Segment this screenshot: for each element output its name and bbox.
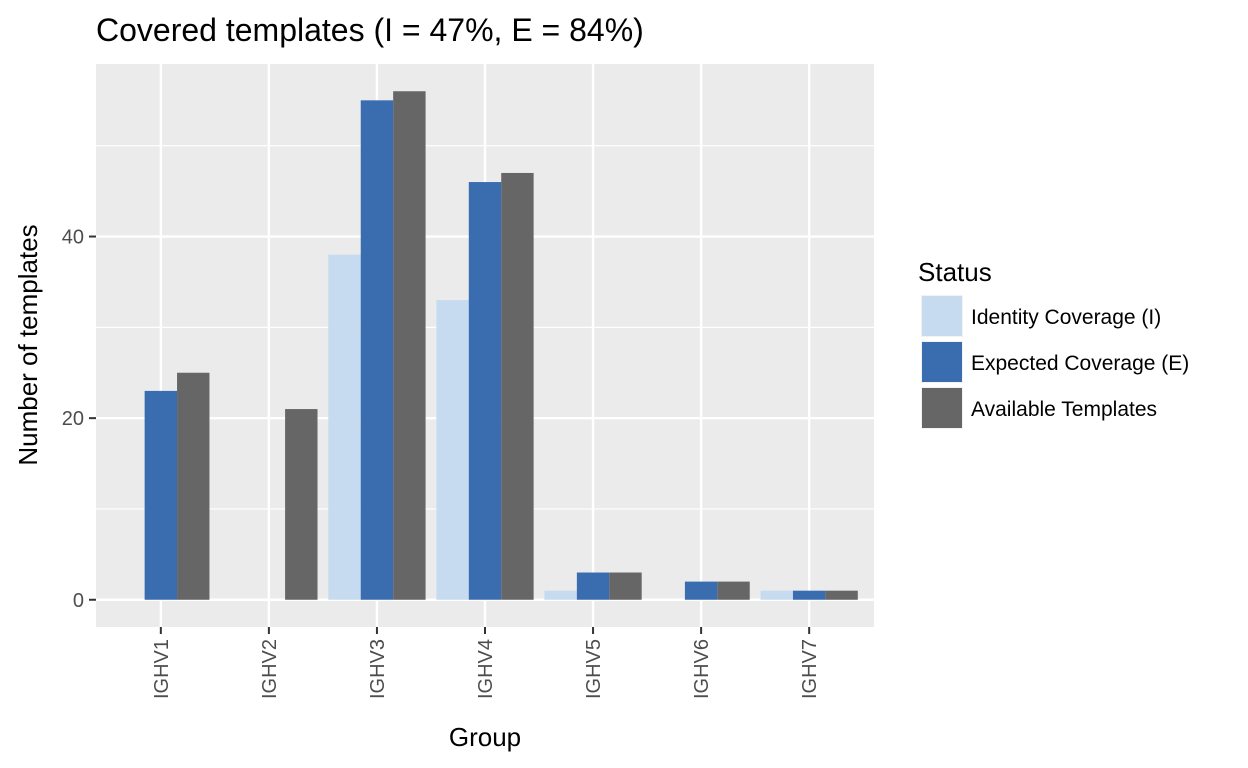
x-axis-title: Group	[449, 722, 521, 752]
bar	[684, 581, 718, 600]
bar	[825, 590, 858, 600]
bar	[576, 572, 610, 600]
x-tick-label: IGHV6	[691, 639, 713, 699]
x-tick-label: IGHV5	[583, 639, 605, 699]
bar	[717, 581, 750, 600]
legend-label: Expected Coverage (E)	[971, 352, 1189, 375]
x-tick-label: IGHV4	[475, 639, 497, 699]
bar	[792, 590, 826, 600]
x-tick-label: IGHV1	[151, 639, 173, 699]
legend-label: Identity Coverage (I)	[971, 306, 1161, 329]
bar	[393, 91, 426, 600]
x-tick-label: IGHV7	[799, 639, 821, 699]
bar	[144, 390, 178, 600]
bar	[609, 572, 642, 600]
x-tick-label: IGHV2	[259, 639, 281, 699]
y-tick-label: 0	[73, 590, 84, 612]
bar	[468, 182, 502, 600]
legend-key-swatch	[922, 296, 962, 336]
bar	[501, 172, 534, 600]
bar	[177, 372, 210, 600]
legend-key-swatch	[922, 342, 962, 382]
bar	[760, 590, 793, 600]
y-axis-title: Number of templates	[13, 224, 43, 465]
bar	[544, 590, 577, 600]
bar	[436, 300, 469, 600]
bars	[144, 91, 858, 600]
chart-title: Covered templates (I = 47%, E = 84%)	[96, 12, 644, 48]
bar	[285, 409, 318, 600]
x-axis: IGHV1 IGHV2 IGHV3 IGHV4 IGHV5 IGHV6 IGHV7	[151, 627, 821, 699]
legend: Status Identity Coverage (I) Expected Cov…	[918, 257, 1189, 429]
y-tick-label: 40	[62, 227, 84, 249]
legend-key-swatch	[922, 388, 962, 428]
x-tick-label: IGHV3	[367, 639, 389, 699]
bar	[328, 254, 361, 600]
legend-title: Status	[918, 257, 992, 287]
legend-label: Available Templates	[971, 398, 1157, 421]
y-tick-label: 20	[62, 408, 84, 430]
y-axis: 0 20 40	[62, 227, 96, 612]
bar	[360, 100, 394, 600]
legend-items: Identity Coverage (I) Expected Coverage (…	[921, 295, 1189, 429]
